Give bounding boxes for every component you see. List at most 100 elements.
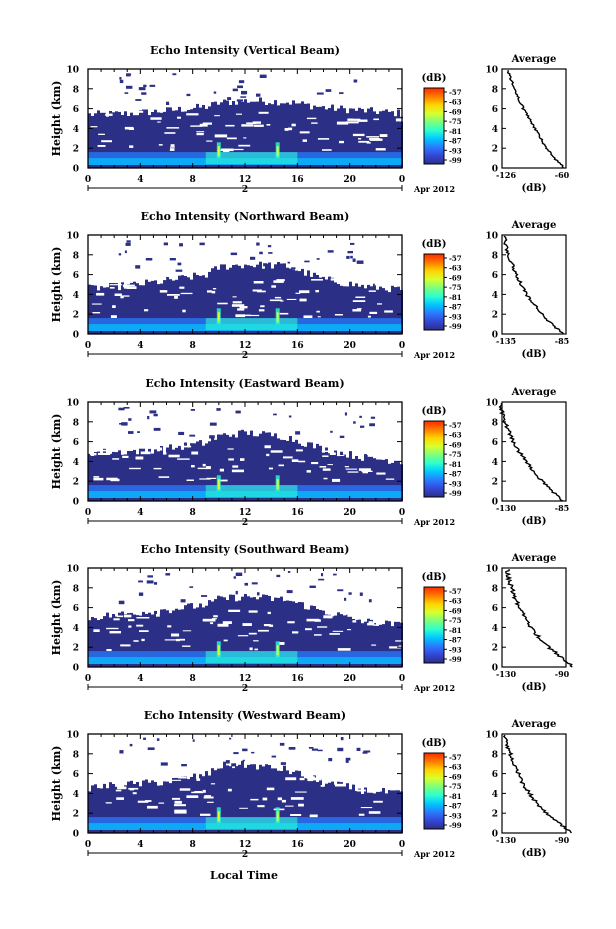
profile-x-tick-label: -90 bbox=[555, 669, 570, 679]
isolated-echo bbox=[259, 74, 267, 78]
data-gap bbox=[101, 140, 112, 143]
data-gap bbox=[202, 463, 206, 467]
echo-column bbox=[196, 778, 199, 833]
data-gap bbox=[136, 446, 149, 449]
echo-column bbox=[130, 780, 133, 833]
echo-column bbox=[316, 106, 319, 168]
isolated-echo bbox=[304, 260, 310, 263]
colorbar-tick-label: -99 bbox=[449, 156, 462, 165]
isolated-echo bbox=[318, 578, 325, 581]
profile-y-tick-label: 0 bbox=[492, 165, 498, 175]
echo-column bbox=[268, 432, 271, 501]
data-gap bbox=[369, 138, 380, 141]
isolated-echo bbox=[339, 435, 345, 438]
data-gap bbox=[137, 779, 142, 782]
echo-column bbox=[367, 108, 370, 168]
echo-column bbox=[259, 97, 262, 168]
echo-layer-peak bbox=[205, 817, 298, 829]
x-tick-label: 4 bbox=[137, 840, 143, 850]
isolated-echo bbox=[267, 245, 272, 248]
data-gap bbox=[164, 639, 177, 641]
echo-column bbox=[376, 459, 379, 501]
echo-column bbox=[235, 437, 238, 501]
data-gap bbox=[168, 454, 180, 458]
echo-column bbox=[370, 456, 373, 501]
echo-column bbox=[229, 594, 232, 667]
isolated-echo bbox=[235, 590, 238, 595]
data-gap bbox=[98, 133, 105, 135]
echo-column bbox=[223, 597, 226, 667]
echo-column bbox=[163, 111, 166, 168]
isolated-echo bbox=[350, 242, 355, 245]
echo-column bbox=[160, 609, 163, 667]
x-tick-label: 8 bbox=[190, 674, 196, 684]
profile-x-label: (dB) bbox=[522, 349, 547, 360]
echo-column bbox=[145, 613, 148, 667]
profile-y-tick-label: 2 bbox=[492, 145, 498, 155]
data-gap bbox=[202, 789, 206, 793]
echo-column bbox=[376, 114, 379, 168]
x-tick-label: 16 bbox=[291, 840, 304, 850]
isolated-echo bbox=[166, 101, 170, 105]
data-gap bbox=[248, 632, 257, 635]
echo-column bbox=[241, 596, 244, 667]
colorbar-tick-label: -93 bbox=[449, 479, 462, 488]
echo-column bbox=[262, 101, 265, 168]
panel-title: Echo Intensity (Vertical Beam) bbox=[150, 44, 340, 57]
data-gap bbox=[159, 290, 168, 293]
echo-column bbox=[232, 265, 235, 334]
echo-column bbox=[391, 789, 394, 833]
echo-column bbox=[241, 268, 244, 334]
echo-column bbox=[265, 263, 268, 334]
isolated-echo bbox=[229, 737, 232, 740]
data-gap bbox=[92, 312, 101, 314]
echo-column bbox=[343, 615, 346, 667]
echo-column bbox=[382, 288, 385, 334]
echo-column bbox=[160, 112, 163, 168]
echo-column bbox=[355, 456, 358, 501]
isolated-echo bbox=[192, 739, 195, 742]
data-gap bbox=[97, 145, 106, 147]
echo-column bbox=[190, 109, 193, 168]
isolated-echo bbox=[339, 92, 344, 94]
data-gap bbox=[235, 113, 242, 115]
profile-x-tick-label: -60 bbox=[555, 170, 570, 180]
data-gap bbox=[355, 296, 366, 298]
heatmap bbox=[88, 240, 414, 334]
y-tick-label: 6 bbox=[73, 770, 79, 780]
isolated-echo bbox=[215, 601, 222, 603]
y-tick-label: 0 bbox=[73, 165, 79, 175]
data-gap bbox=[242, 623, 252, 626]
echo-column bbox=[154, 610, 157, 667]
echo-column bbox=[103, 783, 106, 833]
echo-column bbox=[172, 449, 175, 501]
data-gap bbox=[106, 627, 119, 630]
data-gap bbox=[218, 479, 228, 482]
echo-column bbox=[130, 112, 133, 168]
echo-column bbox=[331, 616, 334, 667]
echo-column bbox=[394, 460, 397, 501]
echo-column bbox=[280, 439, 283, 501]
echo-column bbox=[139, 447, 142, 501]
data-gap bbox=[109, 287, 115, 289]
isolated-echo bbox=[333, 573, 337, 576]
isolated-echo bbox=[226, 101, 229, 105]
echo-column bbox=[202, 776, 205, 833]
echo-column bbox=[304, 103, 307, 168]
echo-column bbox=[340, 105, 343, 168]
data-gap bbox=[150, 117, 162, 120]
isolated-echo bbox=[126, 240, 131, 243]
colorbar-tick-label: -81 bbox=[449, 626, 462, 635]
echo-column bbox=[301, 445, 304, 501]
data-gap bbox=[315, 290, 319, 293]
heatmap bbox=[88, 73, 407, 168]
data-gap bbox=[322, 455, 329, 457]
echo-column bbox=[187, 110, 190, 168]
data-gap bbox=[317, 138, 330, 140]
echo-column bbox=[313, 272, 316, 334]
echo-column bbox=[181, 275, 184, 334]
isolated-echo bbox=[328, 758, 333, 762]
data-gap bbox=[303, 315, 313, 318]
echo-column bbox=[238, 265, 241, 334]
echo-column bbox=[250, 265, 253, 334]
